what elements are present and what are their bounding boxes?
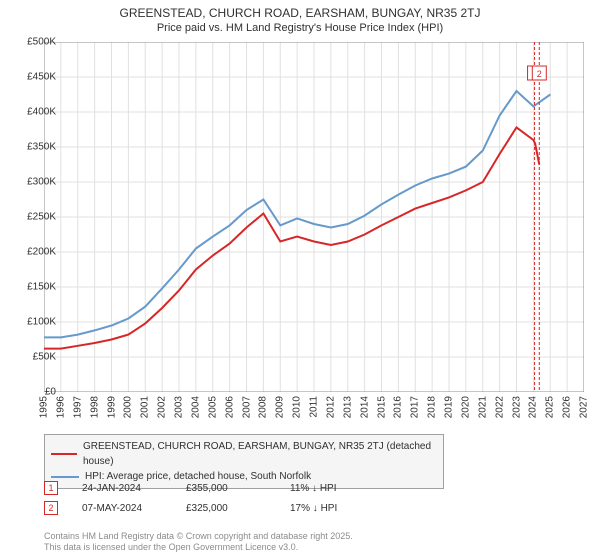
x-tick-label: 2010 bbox=[292, 396, 303, 418]
sale-row-2: 2 07-MAY-2024 £325,000 17% ↓ HPI bbox=[44, 498, 370, 518]
y-tick-label: £200K bbox=[16, 247, 56, 258]
chart-container: GREENSTEAD, CHURCH ROAD, EARSHAM, BUNGAY… bbox=[0, 0, 600, 560]
x-tick-label: 1999 bbox=[106, 396, 117, 418]
x-tick-label: 2013 bbox=[342, 396, 353, 418]
legend-label-property: GREENSTEAD, CHURCH ROAD, EARSHAM, BUNGAY… bbox=[83, 439, 437, 469]
x-tick-label: 2017 bbox=[410, 396, 421, 418]
footer-line1: Contains HM Land Registry data © Crown c… bbox=[44, 531, 353, 543]
chart-subtitle: Price paid vs. HM Land Registry's House … bbox=[0, 22, 600, 38]
legend-item-property: GREENSTEAD, CHURCH ROAD, EARSHAM, BUNGAY… bbox=[51, 439, 437, 469]
x-tick-label: 1995 bbox=[39, 396, 50, 418]
y-tick-label: £400K bbox=[16, 107, 56, 118]
x-tick-label: 2005 bbox=[207, 396, 218, 418]
y-tick-label: £450K bbox=[16, 72, 56, 83]
y-tick-label: £300K bbox=[16, 177, 56, 188]
x-tick-label: 2012 bbox=[325, 396, 336, 418]
y-tick-label: £250K bbox=[16, 212, 56, 223]
x-tick-label: 2001 bbox=[140, 396, 151, 418]
x-tick-label: 2011 bbox=[309, 396, 320, 418]
x-tick-label: 2027 bbox=[579, 396, 590, 418]
chart-svg: 12 bbox=[44, 42, 584, 392]
x-tick-label: 2006 bbox=[224, 396, 235, 418]
y-tick-label: £100K bbox=[16, 317, 56, 328]
sale-diff-2: 17% ↓ HPI bbox=[290, 503, 370, 514]
x-tick-label: 2025 bbox=[545, 396, 556, 418]
sales-table: 1 24-JAN-2024 £355,000 11% ↓ HPI 2 07-MA… bbox=[44, 478, 370, 518]
x-tick-label: 1997 bbox=[72, 396, 83, 418]
x-tick-label: 2026 bbox=[562, 396, 573, 418]
x-tick-label: 2003 bbox=[174, 396, 185, 418]
y-tick-label: £150K bbox=[16, 282, 56, 293]
chart-title: GREENSTEAD, CHURCH ROAD, EARSHAM, BUNGAY… bbox=[0, 0, 600, 22]
sale-price-1: £355,000 bbox=[186, 483, 266, 494]
sale-row-1: 1 24-JAN-2024 £355,000 11% ↓ HPI bbox=[44, 478, 370, 498]
x-tick-label: 2015 bbox=[376, 396, 387, 418]
sale-date-2: 07-MAY-2024 bbox=[82, 503, 162, 514]
y-tick-label: £50K bbox=[16, 352, 56, 363]
sale-price-2: £325,000 bbox=[186, 503, 266, 514]
x-tick-label: 2021 bbox=[477, 396, 488, 418]
x-tick-label: 2018 bbox=[427, 396, 438, 418]
legend-swatch-property bbox=[51, 453, 77, 455]
footer-attribution: Contains HM Land Registry data © Crown c… bbox=[44, 531, 353, 554]
x-tick-label: 2024 bbox=[528, 396, 539, 418]
x-tick-label: 1996 bbox=[55, 396, 66, 418]
svg-text:2: 2 bbox=[537, 69, 542, 79]
y-tick-label: £0 bbox=[16, 387, 56, 398]
sale-marker-1: 1 bbox=[44, 481, 58, 495]
x-tick-label: 2000 bbox=[123, 396, 134, 418]
y-tick-label: £500K bbox=[16, 37, 56, 48]
footer-line2: This data is licensed under the Open Gov… bbox=[44, 542, 353, 554]
x-tick-label: 2020 bbox=[460, 396, 471, 418]
x-tick-label: 2016 bbox=[393, 396, 404, 418]
sale-date-1: 24-JAN-2024 bbox=[82, 483, 162, 494]
y-tick-label: £350K bbox=[16, 142, 56, 153]
x-tick-label: 2019 bbox=[444, 396, 455, 418]
x-tick-label: 2004 bbox=[190, 396, 201, 418]
x-tick-label: 2002 bbox=[157, 396, 168, 418]
x-tick-label: 2009 bbox=[275, 396, 286, 418]
plot-area: 12 bbox=[44, 42, 584, 392]
x-tick-label: 2023 bbox=[511, 396, 522, 418]
x-tick-label: 2022 bbox=[494, 396, 505, 418]
sale-marker-2: 2 bbox=[44, 501, 58, 515]
x-tick-label: 1998 bbox=[89, 396, 100, 418]
x-tick-label: 2007 bbox=[241, 396, 252, 418]
x-tick-label: 2014 bbox=[359, 396, 370, 418]
sale-diff-1: 11% ↓ HPI bbox=[290, 483, 370, 494]
x-tick-label: 2008 bbox=[258, 396, 269, 418]
